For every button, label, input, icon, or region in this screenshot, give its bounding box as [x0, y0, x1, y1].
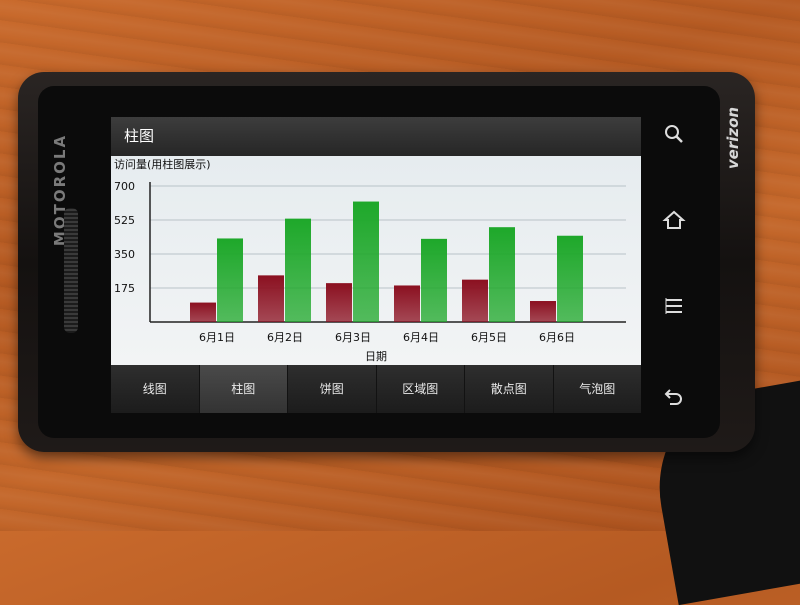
tab-bubble-chart[interactable]: 气泡图 — [579, 382, 616, 396]
bar — [258, 275, 284, 322]
bar — [394, 285, 420, 322]
x-tick-label: 6月4日 — [403, 331, 439, 344]
bar — [353, 201, 379, 322]
y-tick-label: 350 — [114, 248, 135, 261]
y-tick-label: 175 — [114, 282, 135, 295]
back-icon[interactable] — [654, 376, 694, 416]
tab-pie-chart[interactable]: 饼图 — [288, 365, 377, 413]
bar — [421, 238, 447, 322]
y-tick-label: 525 — [114, 214, 135, 227]
brand-logo-right: verizon — [724, 106, 742, 170]
x-tick-label: 6月1日 — [199, 331, 235, 344]
tab-bar: 线图 柱图 饼图 区域图 散点图 气泡图 — [111, 365, 641, 413]
tab-area-chart[interactable]: 区域图 — [377, 365, 465, 413]
tab-line-chart[interactable]: 线图 — [111, 365, 200, 413]
chart-area: 访问量(用柱图展示) 175 350 525 700 6月1日 6月2日 6月3日 6月4日 6月… — [111, 156, 641, 365]
bar — [462, 279, 488, 322]
tab-bar-chart[interactable]: 柱图 — [199, 365, 288, 413]
phone-screen: 柱图 访问量(用柱图展示) 175 350 525 700 6月1日 6月2日 6月3日 6月4… — [111, 117, 641, 413]
bar-chart: 访问量(用柱图展示) 175 350 525 700 6月1日 6月2日 6月3日 6月4日 6月… — [114, 157, 626, 363]
x-tick-label: 6月5日 — [471, 331, 507, 344]
y-axis-label: 访问量(用柱图展示) — [114, 157, 211, 171]
bar — [326, 283, 352, 322]
y-tick-label: 700 — [114, 180, 135, 193]
bar — [285, 218, 311, 322]
bar — [217, 238, 243, 322]
bar — [489, 227, 515, 322]
x-axis-label: 日期 — [365, 350, 387, 363]
bar — [557, 235, 583, 322]
tab-scatter-chart[interactable]: 散点图 — [465, 365, 554, 413]
x-tick-label: 6月2日 — [267, 331, 303, 344]
menu-icon[interactable] — [654, 286, 694, 326]
home-icon[interactable] — [654, 200, 694, 240]
bar — [190, 302, 216, 322]
x-tick-label: 6月3日 — [335, 331, 371, 344]
bar — [530, 301, 556, 322]
speaker-grille — [64, 208, 78, 333]
x-tick-label: 6月6日 — [539, 331, 575, 344]
app-title: 柱图 — [111, 117, 641, 156]
search-icon[interactable] — [654, 114, 694, 154]
